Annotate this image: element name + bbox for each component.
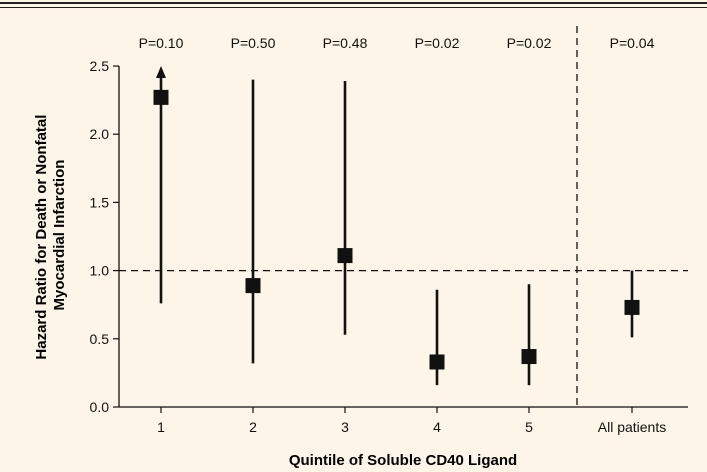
hazard-ratio-point	[429, 354, 445, 370]
p-value-label: P=0.10	[139, 35, 184, 51]
x-tick-label: 4	[433, 419, 441, 435]
hazard-ratio-point	[624, 299, 640, 315]
plot-marks	[153, 66, 640, 386]
hazard-ratio-point	[521, 349, 537, 365]
y-tick-label: 2.0	[90, 126, 110, 142]
hazard-ratio-point	[153, 89, 169, 105]
x-tick-label: 2	[249, 419, 257, 435]
y-tick-label: 1.5	[90, 194, 110, 210]
p-value-row: P=0.10 P=0.50 P=0.48 P=0.02 P=0.02 P=0.04	[139, 35, 655, 51]
hazard-ratio-point	[245, 278, 261, 294]
p-value-label: P=0.48	[323, 35, 368, 51]
p-value-label: P=0.02	[507, 35, 552, 51]
y-tick-label: 0.0	[90, 399, 110, 415]
p-value-label: P=0.50	[231, 35, 276, 51]
y-tick-label: 1.0	[90, 263, 110, 279]
x-tick-label: 1	[157, 419, 165, 435]
y-axis-label-line-2: Myocardial Infarction	[51, 160, 68, 311]
y-tick-label: 0.5	[90, 331, 110, 347]
y-axis-label: Hazard Ratio for Death or Nonfatal Myoca…	[33, 110, 68, 359]
x-axis-label: Quintile of Soluble CD40 Ligand	[289, 452, 517, 469]
top-border-rule	[0, 2, 707, 4]
x-tick-label: 3	[341, 419, 349, 435]
y-axis-label-line-1: Hazard Ratio for Death or Nonfatal	[33, 115, 50, 360]
x-tick-label: All patients	[598, 419, 666, 435]
x-tick-label: 5	[525, 419, 533, 435]
ci-arrow	[156, 66, 166, 78]
y-tick-label: 2.5	[90, 58, 110, 74]
top-border-rule-thin	[0, 7, 707, 8]
hazard-ratio-point	[337, 248, 353, 264]
p-value-label: P=0.04	[610, 35, 655, 51]
axes: 0.0 0.5 1.0 1.5 2.0 2.5 1 2 3 4 5 All patients	[90, 26, 688, 435]
p-value-label: P=0.02	[415, 35, 460, 51]
